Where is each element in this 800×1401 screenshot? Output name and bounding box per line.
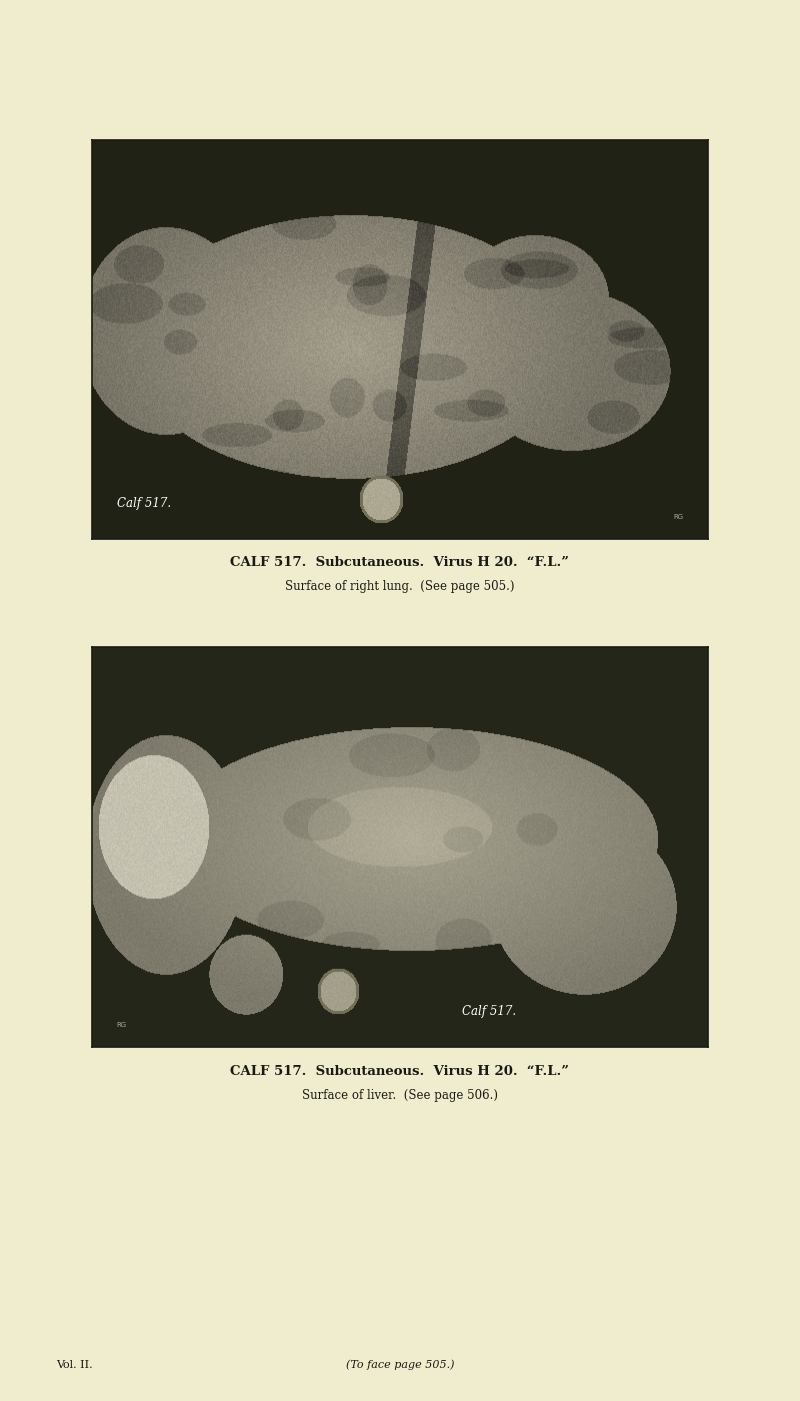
Text: CALF 517.  Subcutaneous.  Virus H 20.  “F.L.”: CALF 517. Subcutaneous. Virus H 20. “F.L…	[230, 1065, 570, 1077]
Text: Calf 517.: Calf 517.	[462, 1005, 516, 1017]
Text: RG: RG	[117, 1021, 126, 1027]
Text: Surface of right lung.  (See page 505.): Surface of right lung. (See page 505.)	[286, 580, 514, 593]
Text: Calf 517.: Calf 517.	[117, 497, 170, 510]
Text: Surface of liver.  (See page 506.): Surface of liver. (See page 506.)	[302, 1089, 498, 1101]
Text: Vol. II.: Vol. II.	[56, 1360, 93, 1370]
Text: (To face page 505.): (To face page 505.)	[346, 1359, 454, 1370]
Text: RG: RG	[674, 514, 683, 520]
Text: CALF 517.  Subcutaneous.  Virus H 20.  “F.L.”: CALF 517. Subcutaneous. Virus H 20. “F.L…	[230, 556, 570, 569]
